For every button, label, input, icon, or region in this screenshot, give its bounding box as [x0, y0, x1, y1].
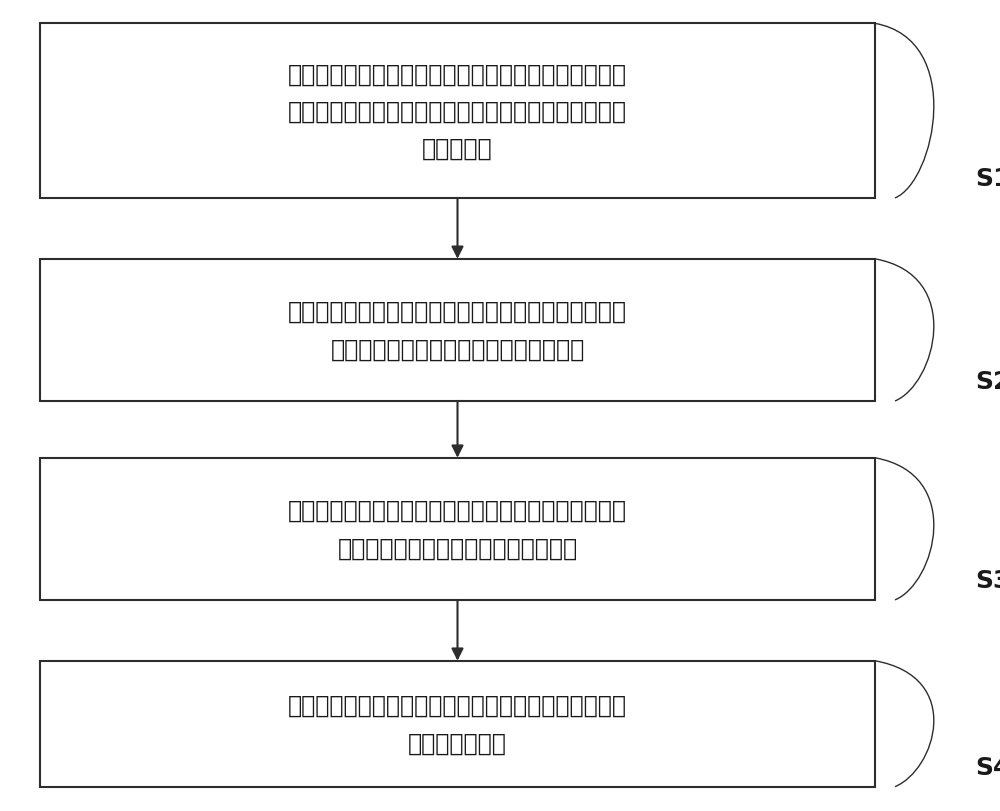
Bar [40, 661, 875, 787]
Text: 响应于每个线缆的线缆检测信号均正常，确定线缆全链
路的连通性正常: 响应于每个线缆的线缆检测信号均正常，确定线缆全链 路的连通性正常 [288, 693, 627, 754]
Text: S2: S2 [975, 369, 1000, 393]
Bar [40, 458, 875, 600]
Text: S1: S1 [975, 166, 1000, 191]
Text: 在主板的线缆检测信号上串联第二电阻，在每个子板的
线缆检测信号上串联相同阻值的第三电阻: 在主板的线缆检测信号上串联第二电阻，在每个子板的 线缆检测信号上串联相同阻值的第… [288, 300, 627, 361]
Text: 基于开关切换芯片将第二电阻与每个线缆依次导通，并
检测每个线缆的线缆检测信号是否正常: 基于开关切换芯片将第二电阻与每个线缆依次导通，并 检测每个线缆的线缆检测信号是否… [288, 499, 627, 560]
Text: S4: S4 [975, 754, 1000, 779]
Bar [40, 260, 875, 401]
Bar [40, 24, 875, 199]
Text: 在连接主板和子板的每根线缆的两端均设置同样阻值的
第一电阻，并使第一电阻的一端连接到线缆检测信号，
另一端接地: 在连接主板和子板的每根线缆的两端均设置同样阻值的 第一电阻，并使第一电阻的一端连… [288, 62, 627, 161]
Text: S3: S3 [975, 568, 1000, 592]
